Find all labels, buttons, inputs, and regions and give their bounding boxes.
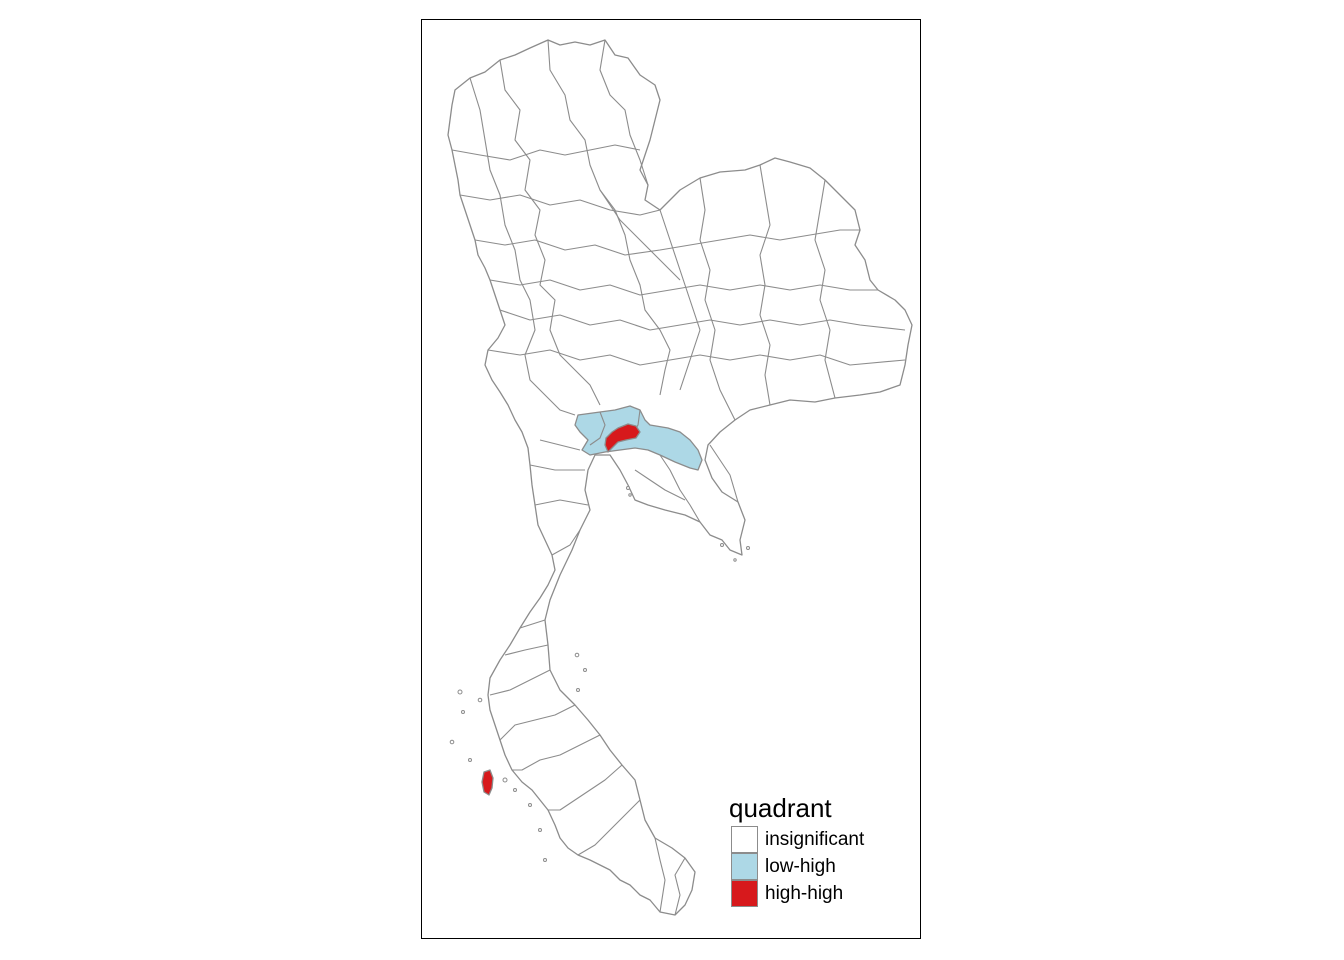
high-high-region bbox=[481, 423, 641, 796]
legend-label-insignificant: insignificant bbox=[765, 829, 865, 850]
map-legend: quadrant insignificant low-high high-hig… bbox=[729, 790, 899, 907]
legend-swatch-low-high bbox=[731, 853, 758, 880]
country-outline bbox=[447, 39, 913, 916]
legend-item-insignificant: insignificant bbox=[729, 826, 899, 853]
legend-swatch-insignificant bbox=[731, 826, 758, 853]
legend-item-high-high: high-high bbox=[729, 880, 899, 907]
islands bbox=[449, 486, 750, 862]
legend-title: quadrant bbox=[729, 793, 832, 823]
legend-item-low-high: low-high bbox=[729, 853, 899, 880]
province-borders bbox=[451, 39, 906, 916]
legend-swatch-high-high bbox=[731, 880, 758, 907]
legend-label-low-high: low-high bbox=[765, 856, 836, 877]
legend-label-high-high: high-high bbox=[765, 883, 844, 904]
